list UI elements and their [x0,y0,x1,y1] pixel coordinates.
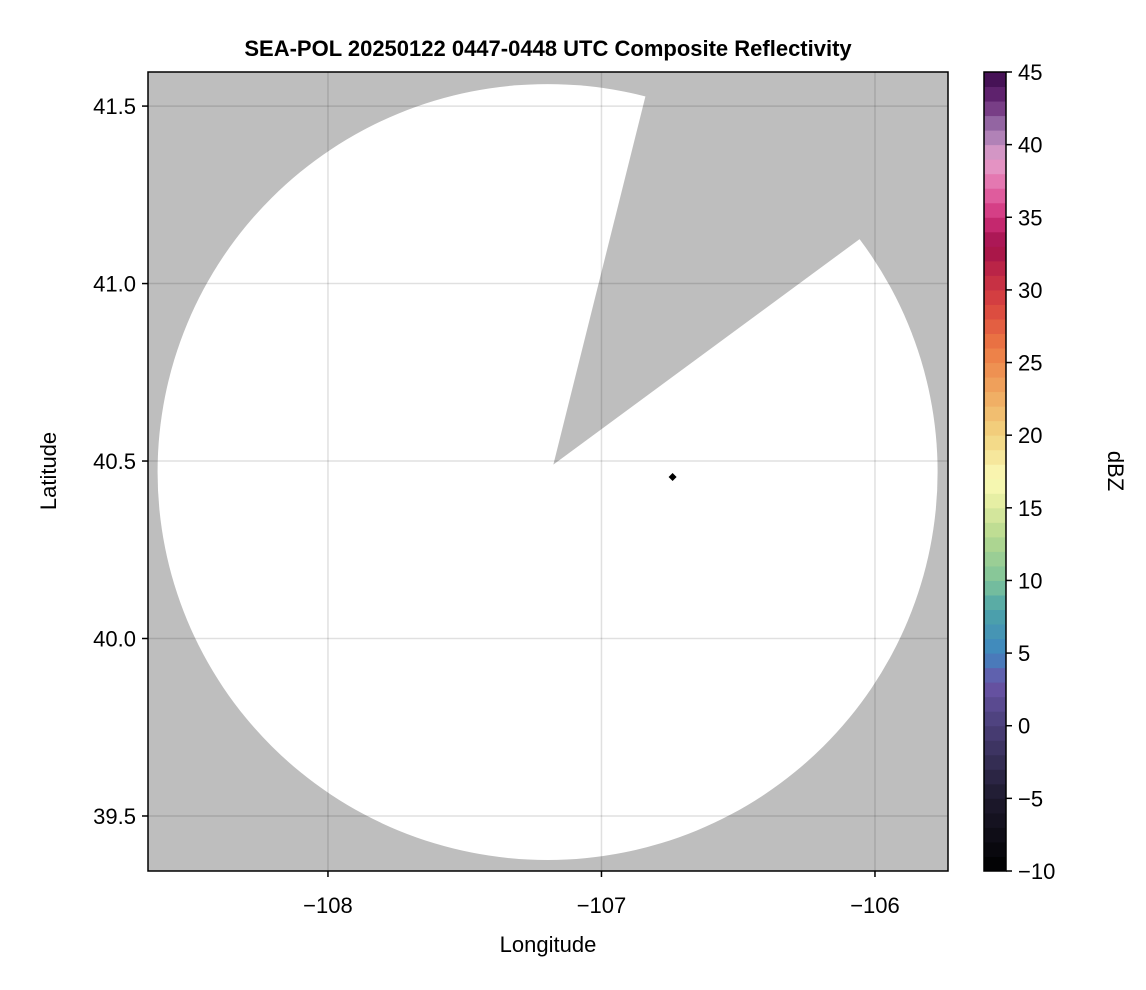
plot-frame [147,71,949,872]
colorbar-band [984,696,1006,712]
colorbar-band [984,449,1006,465]
colorbar-band [984,827,1006,843]
colorbar-band [984,115,1006,131]
colorbar-band [984,362,1006,378]
colorbar-band [984,333,1006,349]
colorbar-band [984,682,1006,698]
colorbar-tick-label: 40 [1018,133,1042,158]
colorbar-band [984,711,1006,727]
colorbar-band [984,72,1006,88]
colorbar-band [984,260,1006,276]
y-axis: 39.5 40.0 40.5 41.0 41.5 [93,94,148,829]
colorbar-band [984,812,1006,828]
x-tick-label: −106 [850,893,900,918]
colorbar-band [984,86,1006,102]
colorbar-tick-label: 0 [1018,714,1030,739]
colorbar-tick-label: 20 [1018,423,1042,448]
colorbar-band [984,144,1006,160]
colorbar-band [984,522,1006,538]
colorbar-band [984,725,1006,741]
colorbar-band [984,188,1006,204]
colorbar-band [984,478,1006,494]
y-tick-label: 41.5 [93,94,136,119]
colorbar-band [984,594,1006,611]
colorbar-band [984,318,1006,334]
blocked-sector [553,72,948,465]
colorbar-band [984,754,1006,770]
colorbar-band [984,841,1006,857]
colorbar-band [984,435,1006,451]
colorbar-band [984,217,1006,233]
y-tick-label: 40.5 [93,449,136,474]
colorbar-band [984,348,1006,364]
colorbar-band [984,624,1006,640]
colorbar-frame [983,71,1007,872]
colorbar-band [984,304,1006,320]
colorbar-tick-label: 10 [1018,568,1042,593]
colorbar-band [984,101,1006,117]
y-axis-label: Latitude [36,432,61,510]
colorbar-band [984,493,1006,509]
colorbar-band [984,202,1006,218]
y-tick-label: 39.5 [93,804,136,829]
chart-title: SEA-POL 20250122 0447-0448 UTC Composite… [244,36,852,61]
colorbar-band [984,667,1006,683]
colorbar-band [984,377,1006,393]
colorbar-tick-label: 5 [1018,641,1030,666]
radar-location-marker [668,473,677,482]
colorbar-band [984,289,1006,305]
colorbar-band [984,275,1006,291]
colorbar-band [984,536,1006,552]
colorbar-tick-label: 35 [1018,205,1042,230]
colorbar-band [984,391,1006,407]
colorbar-label: dBZ [1103,451,1128,491]
colorbar-tick-label: 25 [1018,351,1042,376]
x-axis-label: Longitude [500,932,597,957]
colorbar-band [984,580,1006,596]
colorbar-band [984,798,1006,814]
colorbar-band [984,653,1006,669]
colorbar-band [984,173,1006,189]
colorbar-band [984,856,1006,872]
colorbar-tick-label: −5 [1018,786,1043,811]
colorbar-band [984,783,1006,799]
colorbar-tick-label: −10 [1018,859,1055,884]
colorbar-band [984,638,1006,654]
colorbar-band [984,565,1006,581]
plot-content [148,72,948,871]
x-tick-label: −108 [303,893,353,918]
colorbar: −10 −5 0 5 10 15 20 25 30 35 40 45 [983,60,1055,884]
colorbar-tick-label: 30 [1018,278,1042,303]
y-tick-label: 40.0 [93,627,136,652]
x-tick-label: −107 [577,893,627,918]
colorbar-band [984,130,1006,146]
colorbar-tick-label: 45 [1018,60,1042,85]
colorbar-band [984,420,1006,436]
colorbar-band [984,464,1006,480]
colorbar-band [984,246,1006,262]
y-tick-label: 41.0 [93,272,136,297]
colorbar-tick-label: 15 [1018,496,1042,521]
colorbar-band [984,507,1006,523]
plot-area [147,71,949,872]
colorbar-band [984,769,1006,785]
colorbar-band [984,406,1006,422]
colorbar-band [984,609,1006,625]
colorbar-band [984,159,1006,175]
colorbar-band [984,551,1006,567]
x-axis: −108 −107 −106 [303,871,900,918]
colorbar-band [984,231,1006,247]
colorbar-band [984,740,1006,756]
